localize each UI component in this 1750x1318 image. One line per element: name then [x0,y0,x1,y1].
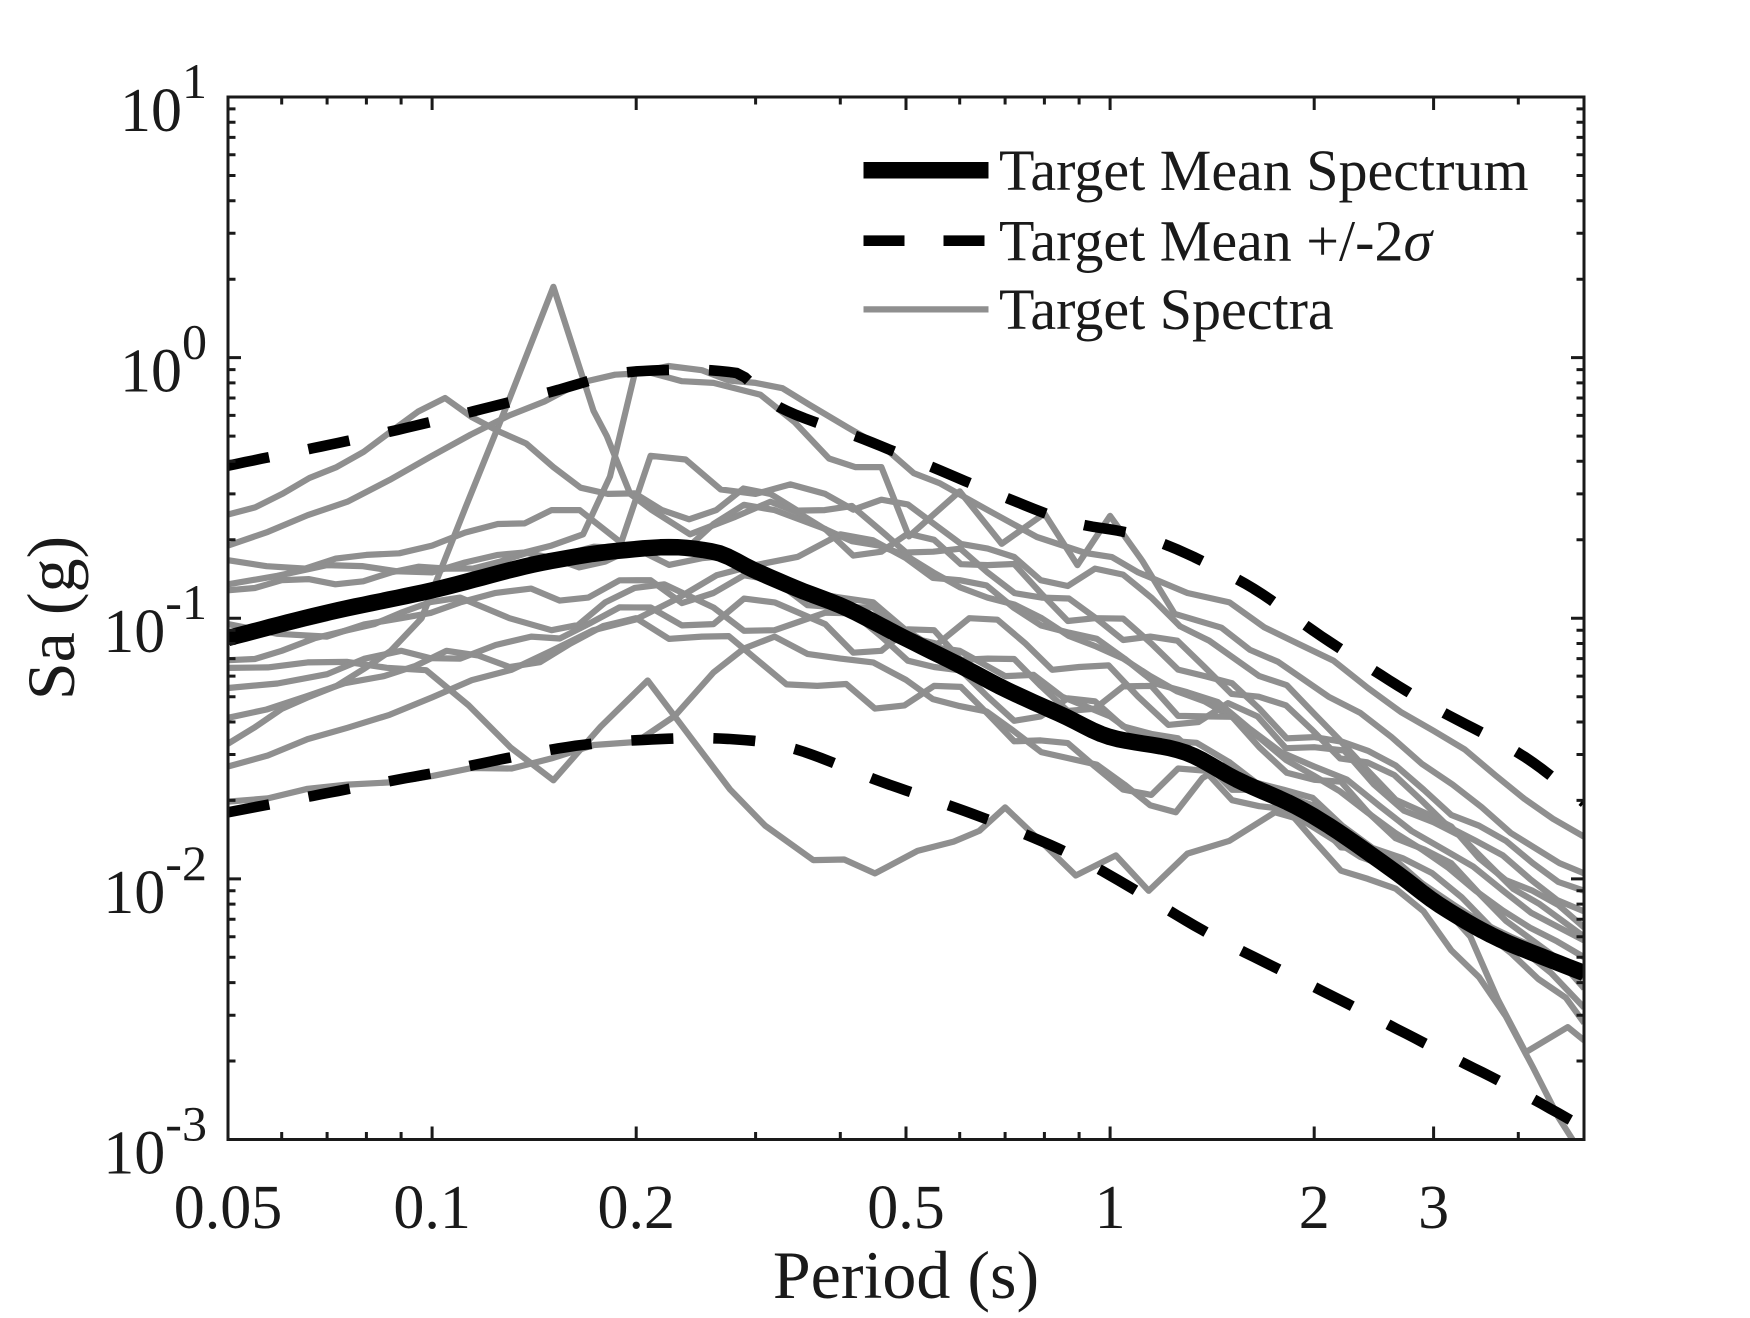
svg-text:10: 10 [103,859,165,927]
svg-text:-1: -1 [165,574,207,630]
svg-text:Target Mean +/-2σ: Target Mean +/-2σ [999,209,1434,274]
svg-text:0.1: 0.1 [393,1174,471,1242]
svg-text:0.05: 0.05 [174,1174,283,1242]
svg-text:10: 10 [103,1120,165,1188]
svg-text:-3: -3 [165,1096,207,1152]
svg-text:1: 1 [182,53,207,109]
svg-text:1: 1 [1095,1174,1126,1242]
svg-text:0: 0 [182,314,207,370]
svg-text:-2: -2 [165,835,207,891]
svg-text:10: 10 [120,77,182,145]
svg-text:3: 3 [1418,1174,1449,1242]
svg-text:Target Mean Spectrum: Target Mean Spectrum [999,138,1529,203]
svg-text:10: 10 [120,338,182,406]
svg-text:2: 2 [1299,1174,1330,1242]
svg-text:0.2: 0.2 [597,1174,675,1242]
svg-text:0.5: 0.5 [867,1174,945,1242]
svg-text:Period (s): Period (s) [773,1237,1039,1313]
svg-text:Target Spectra: Target Spectra [999,277,1334,342]
svg-text:10: 10 [103,598,165,666]
svg-text:Sa (g): Sa (g) [13,536,89,700]
